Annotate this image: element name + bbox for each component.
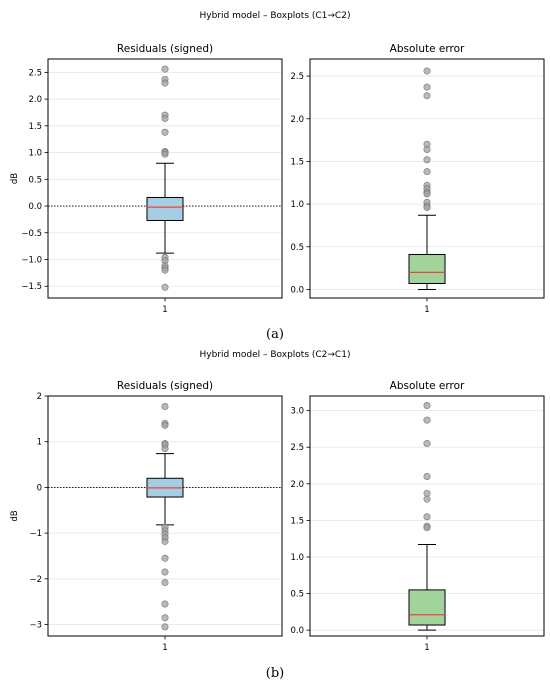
chart-title: Residuals (signed)	[117, 380, 213, 392]
outlier-point	[161, 283, 169, 291]
outlier-point	[161, 421, 169, 429]
y-tick-label: 0.0	[290, 285, 304, 295]
y-tick-label: 0.0	[290, 626, 304, 636]
outlier-point	[423, 440, 431, 448]
outlier-point	[423, 489, 431, 497]
y-tick-label: −3	[29, 621, 42, 631]
outlier-point	[161, 554, 169, 562]
x-tick-label: 1	[162, 305, 167, 315]
y-tick-label: −2	[29, 575, 42, 585]
outlier-point	[423, 402, 431, 410]
outlier-point	[423, 168, 431, 176]
outlier-point	[161, 614, 169, 622]
outlier-point	[423, 83, 431, 91]
y-tick-label: 0.5	[28, 175, 42, 185]
y-tick-label: 1.0	[290, 200, 304, 210]
y-tick-label: −1	[29, 529, 42, 539]
y-tick-label: 0.5	[290, 590, 304, 600]
chart-title: Absolute error	[390, 43, 465, 55]
y-tick-label: 1.5	[28, 122, 42, 132]
chart-panel-2: 0.0 0.5 1.0 1.5 2.0 2.5 1 Absolute error	[290, 43, 545, 315]
y-tick-label: 2	[37, 392, 42, 402]
outlier-point	[161, 266, 169, 274]
y-tick-label: −1.0	[21, 256, 42, 266]
box-iqr	[408, 589, 446, 626]
y-tick-label: 1.5	[290, 516, 304, 526]
y-tick-label: 0.5	[290, 243, 304, 253]
y-tick-label: −0.5	[21, 229, 42, 239]
box-iqr	[146, 196, 184, 221]
x-tick-label: 1	[162, 643, 167, 653]
y-tick-label: 1.0	[28, 149, 42, 159]
chart-panel-3: −3 −2 −1 0 1 2 1 Residuals (signed) dB	[10, 380, 283, 653]
outlier-point	[423, 416, 431, 424]
figure-b-caption: (b)	[266, 666, 284, 681]
outlier-point	[161, 65, 169, 73]
y-tick-label: 2.5	[290, 72, 304, 82]
outlier-point	[161, 623, 169, 631]
outlier-point	[161, 445, 169, 453]
x-tick-label: 1	[424, 305, 429, 315]
x-tick-label: 1	[424, 643, 429, 653]
box-iqr	[408, 253, 446, 284]
outlier-point	[423, 145, 431, 153]
figure-a-suptitle: Hybrid model – Boxplots (C1→C2)	[200, 11, 351, 21]
outlier-point	[161, 537, 169, 545]
outlier-point	[423, 67, 431, 75]
outlier-point	[161, 600, 169, 608]
outlier-point	[161, 114, 169, 122]
outlier-point	[423, 513, 431, 521]
chart-title: Absolute error	[390, 380, 465, 392]
outlier-point	[423, 190, 431, 198]
y-axis-label: dB	[10, 173, 20, 184]
outlier-point	[161, 79, 169, 87]
outlier-point	[161, 150, 169, 158]
outlier-point	[161, 403, 169, 411]
chart-panel-1: −1.5 −1.0 −0.5 0.0 0.5 1.0 1.5 2.0 2.5 1 Residuals…	[10, 43, 283, 315]
outlier-point	[161, 568, 169, 576]
y-tick-label: 1.5	[290, 157, 304, 167]
chart-title: Residuals (signed)	[117, 43, 213, 55]
figure-b-suptitle: Hybrid model – Boxplots (C2→C1)	[200, 350, 351, 360]
y-tick-label: 1	[37, 438, 42, 448]
y-tick-label: 1.0	[290, 553, 304, 563]
y-tick-label: 2.5	[290, 443, 304, 453]
outlier-point	[423, 524, 431, 532]
outlier-point	[161, 128, 169, 136]
y-tick-label: 2.0	[290, 115, 304, 125]
outlier-point	[423, 204, 431, 212]
outlier-point	[423, 156, 431, 164]
y-tick-label: 0	[37, 483, 42, 493]
y-tick-label: 2.5	[28, 68, 42, 78]
figure-a-caption: (a)	[266, 327, 284, 342]
y-tick-label: 0.0	[28, 202, 42, 212]
y-tick-label: 2.0	[28, 95, 42, 105]
outlier-point	[423, 92, 431, 100]
y-axis-label: dB	[10, 510, 20, 521]
outlier-point	[423, 472, 431, 480]
outlier-point	[423, 495, 431, 503]
outlier-point	[161, 579, 169, 587]
y-tick-label: 3.0	[290, 407, 304, 417]
y-tick-label: 2.0	[290, 480, 304, 490]
chart-panel-4: 0.0 0.5 1.0 1.5 2.0 2.5 3.0 1 Absolute error	[290, 380, 545, 653]
y-tick-label: −1.5	[21, 282, 42, 292]
